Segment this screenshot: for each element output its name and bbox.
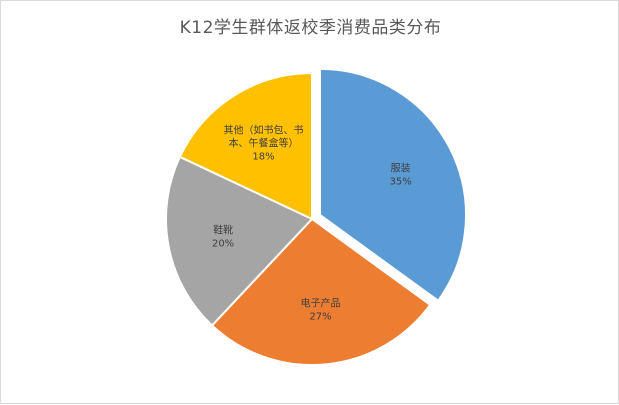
chart-title: K12学生群体返校季消费品类分布: [179, 18, 442, 38]
pie-slice-3: [178, 71, 313, 221]
pie-slice-1: [210, 217, 432, 366]
slice-percent-label: 35%: [390, 176, 412, 187]
slice-name-label: 电子产品: [301, 297, 341, 310]
slice-percent-label: 18%: [252, 152, 274, 163]
slice-label-1: 电子产品 27%: [301, 297, 341, 323]
slice-label-0: 服装 35%: [390, 161, 412, 187]
slice-name-label: 服装: [391, 161, 411, 174]
slice-label-2: 鞋靴 20%: [212, 223, 234, 249]
pie-slice-0: [319, 67, 468, 303]
slice-percent-label: 20%: [212, 238, 234, 249]
pie-slice-2: [165, 155, 314, 327]
slice-percent-label: 27%: [309, 312, 331, 323]
slice-name-label: 鞋靴: [213, 223, 233, 236]
slice-label-3: 其他（如书包、书本、午餐盒等） 18%: [223, 124, 303, 163]
slice-name-label: 本、午餐盒等）: [228, 137, 298, 150]
slice-name-label: 其他（如书包、书: [223, 124, 303, 137]
